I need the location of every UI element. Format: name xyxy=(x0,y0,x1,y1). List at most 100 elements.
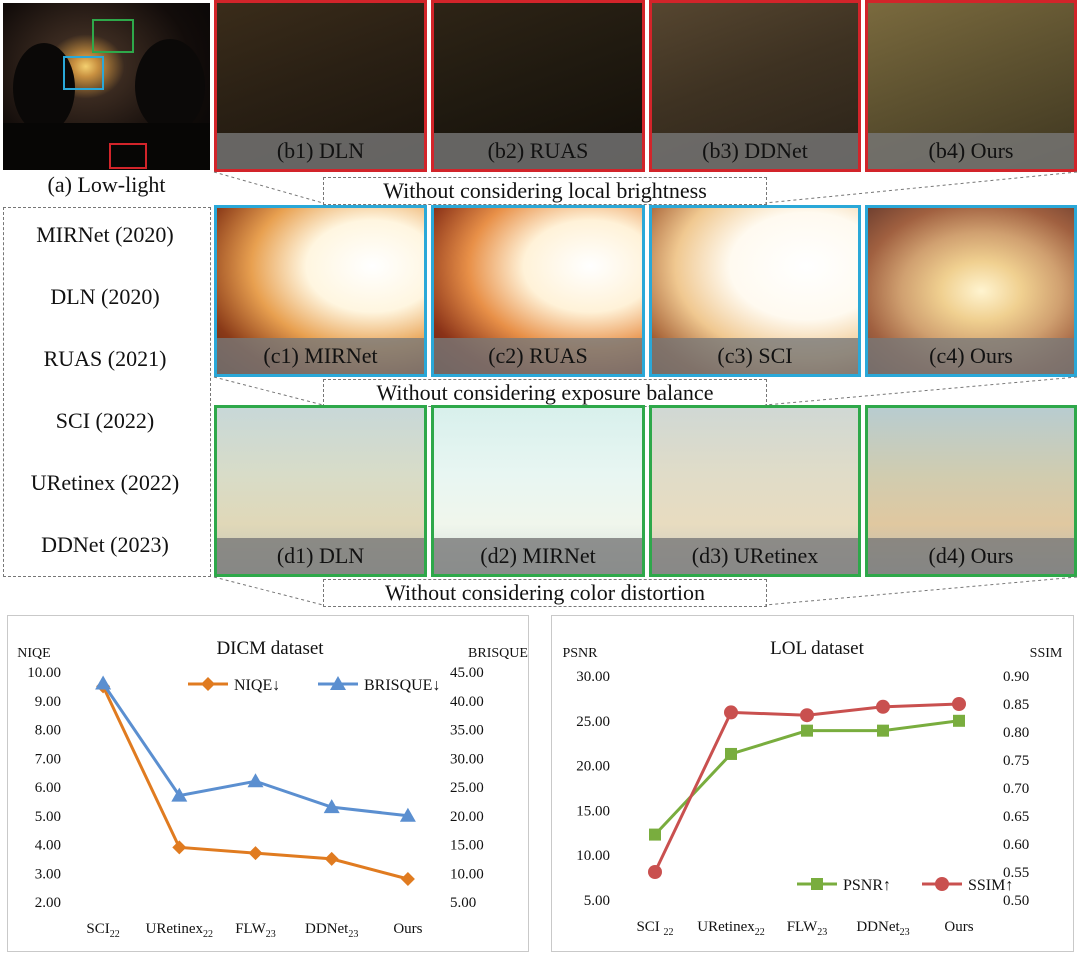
legend-marker xyxy=(201,677,215,691)
data-point xyxy=(724,705,738,720)
low-light-image xyxy=(3,3,210,170)
image-c3: (c3) SCI xyxy=(649,205,861,377)
cap-b2: (b2) RUAS xyxy=(434,133,642,169)
highlight-box-red xyxy=(109,143,147,169)
data-point xyxy=(323,799,340,814)
method-dln: DLN (2020) xyxy=(50,284,160,309)
ground-dark xyxy=(3,123,210,170)
data-point xyxy=(876,699,890,714)
image-d3: (d3) URetinex xyxy=(649,405,861,577)
y-tick-right: 0.80 xyxy=(1003,725,1029,741)
data-point xyxy=(400,872,415,886)
x-tick-subscript: 22 xyxy=(110,929,120,940)
x-tick-subscript: 23 xyxy=(900,927,910,938)
y-tick-left: 9.00 xyxy=(35,694,61,710)
x-tick-base: DDNet xyxy=(305,921,349,937)
data-point xyxy=(952,697,966,711)
connector-lines xyxy=(213,171,1078,606)
x-tick-subscript: 22 xyxy=(664,927,674,938)
cap-c4: (c4) Ours xyxy=(868,338,1074,374)
y-axis-left-label: NIQE xyxy=(17,646,50,661)
image-d1: (d1) DLN xyxy=(214,405,427,577)
y-tick-left: 20.00 xyxy=(576,759,610,775)
data-point xyxy=(649,828,661,841)
x-tick-subscript: 22 xyxy=(203,929,213,940)
image-c2: (c2) RUAS xyxy=(431,205,645,377)
method-ddnet: DDNet (2023) xyxy=(41,532,169,557)
cap-d1: (d1) DLN xyxy=(217,538,424,574)
y-tick-left: 8.00 xyxy=(35,723,61,739)
x-tick-base: SCI xyxy=(636,919,663,935)
image-b1: (b1) DLN xyxy=(214,0,427,172)
chart-dicm: DICM dataset NIQE BRISQUE 2.00 3.00 4.00 5.00 6… xyxy=(17,638,528,940)
y-tick-left: 5.00 xyxy=(584,893,610,909)
x-tick-subscript: 22 xyxy=(755,927,765,938)
cap-c2: (c2) RUAS xyxy=(434,338,642,374)
y-axis-right-label: SSIM xyxy=(1030,646,1063,661)
x-tick-base: URetinex xyxy=(146,921,204,937)
y-tick-left: 5.00 xyxy=(35,809,61,825)
image-c4: (c4) Ours xyxy=(865,205,1077,377)
legend-marker xyxy=(811,878,823,890)
x-tick-label: URetinex22 xyxy=(146,921,214,940)
y-tick-left: 2.00 xyxy=(35,895,61,911)
y-tick-right: 25.00 xyxy=(450,780,484,796)
y-tick-right: 15.00 xyxy=(450,838,484,854)
y-tick-right: 30.00 xyxy=(450,751,484,767)
x-tick-base: URetinex xyxy=(697,919,755,935)
legend-marker xyxy=(935,877,949,891)
x-tick-subscript: 23 xyxy=(266,929,276,940)
cap-c1: (c1) MIRNet xyxy=(217,338,424,374)
legend-label: PSNR↑ xyxy=(843,877,891,894)
x-tick-base: FLW xyxy=(787,919,818,935)
x-tick-label: SCI 22 xyxy=(636,919,673,938)
y-tick-right: 0.55 xyxy=(1003,865,1029,881)
note-row-c: Without considering exposure balance xyxy=(323,379,767,407)
x-tick-base: Ours xyxy=(944,919,973,935)
method-uretinex: URetinex (2022) xyxy=(30,470,180,495)
y-tick-right: 0.65 xyxy=(1003,809,1029,825)
data-point xyxy=(953,714,965,727)
cap-b3: (b3) DDNet xyxy=(652,133,858,169)
chart-title: DICM dataset xyxy=(216,638,324,659)
data-point xyxy=(800,708,814,723)
x-tick-label: SCI22 xyxy=(86,921,119,940)
data-point xyxy=(95,675,112,690)
chart-title: LOL dataset xyxy=(770,638,864,659)
y-tick-right: 0.90 xyxy=(1003,669,1029,685)
y-tick-right: 40.00 xyxy=(450,694,484,710)
y-tick-right: 0.85 xyxy=(1003,697,1029,713)
y-tick-right: 20.00 xyxy=(450,809,484,825)
y-tick-right: 10.00 xyxy=(450,866,484,882)
y-tick-left: 6.00 xyxy=(35,780,61,796)
x-tick-label: DDNet23 xyxy=(856,919,909,938)
image-c1: (c1) MIRNet xyxy=(214,205,427,377)
method-ruas: RUAS (2021) xyxy=(43,346,167,371)
chart-panel-dicm: DICM dataset NIQE BRISQUE 2.00 3.00 4.00 5.00 6… xyxy=(7,615,529,952)
y-tick-left: 3.00 xyxy=(35,866,61,882)
x-tick-label: FLW23 xyxy=(787,919,828,938)
y-tick-right: 35.00 xyxy=(450,723,484,739)
cap-d2: (d2) MIRNet xyxy=(434,538,642,574)
x-tick-label: DDNet23 xyxy=(305,921,358,940)
method-sci: SCI (2022) xyxy=(55,408,155,433)
image-b2: (b2) RUAS xyxy=(431,0,645,172)
note-row-b: Without considering local brightness xyxy=(323,177,767,205)
y-tick-right: 0.70 xyxy=(1003,781,1029,797)
x-tick-label: URetinex22 xyxy=(697,919,765,938)
y-axis-left-label: PSNR xyxy=(562,646,598,661)
y-axis-right-label: BRISQUE xyxy=(468,646,528,661)
data-point xyxy=(877,724,889,737)
image-b4: (b4) Ours xyxy=(865,0,1077,172)
data-point xyxy=(648,865,662,879)
chart-lol: LOL dataset PSNR SSIM 5.00 10.00 15.00 20.00 25… xyxy=(562,638,1063,938)
x-tick-subscript: 23 xyxy=(817,927,827,938)
method-list-box xyxy=(3,207,211,577)
highlight-box-blue xyxy=(63,56,104,90)
legend-label: SSIM↑ xyxy=(968,877,1013,894)
method-mirnet: MIRNet (2020) xyxy=(36,222,174,247)
x-tick-label: Ours xyxy=(944,919,973,935)
x-tick-base: FLW xyxy=(235,921,266,937)
data-point xyxy=(248,846,263,861)
y-tick-left: 25.00 xyxy=(576,714,610,730)
